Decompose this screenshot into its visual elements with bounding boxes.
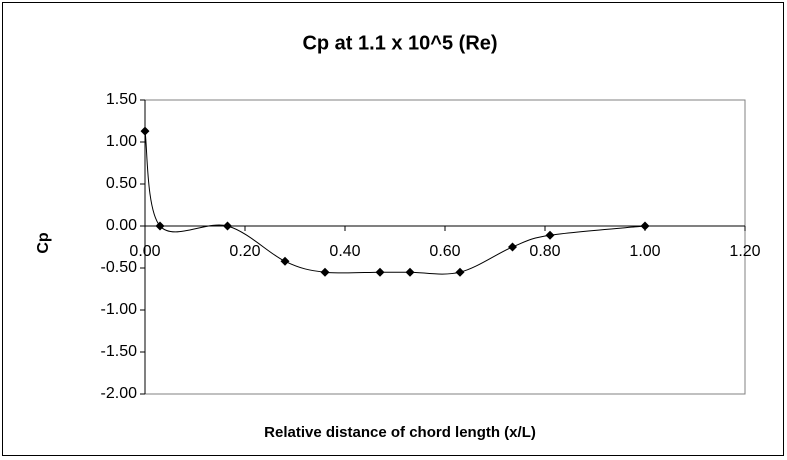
marker bbox=[508, 242, 517, 252]
marker bbox=[405, 267, 415, 277]
marker bbox=[140, 126, 150, 136]
marker bbox=[320, 267, 330, 277]
x-tick-label: 0.80 bbox=[529, 243, 560, 260]
marker bbox=[545, 230, 555, 240]
marker bbox=[375, 267, 385, 277]
x-tick-label: 0.60 bbox=[429, 243, 460, 260]
y-tick-label: -0.50 bbox=[101, 259, 138, 276]
marker bbox=[280, 256, 290, 266]
x-axis-label: Relative distance of chord length (x/L) bbox=[264, 424, 536, 441]
y-tick-label: -1.00 bbox=[101, 301, 138, 318]
marker bbox=[223, 221, 232, 231]
y-tick-label: -1.50 bbox=[101, 343, 138, 360]
marker bbox=[455, 267, 465, 277]
chart-title: Cp at 1.1 x 10^5 (Re) bbox=[302, 32, 497, 54]
y-tick-label: 1.00 bbox=[106, 133, 137, 150]
y-tick-label: 0.50 bbox=[106, 175, 137, 192]
marker bbox=[640, 221, 650, 231]
x-tick-label: 0.00 bbox=[129, 243, 160, 260]
x-tick-label: 1.00 bbox=[629, 243, 660, 260]
x-tick-label: 0.20 bbox=[229, 243, 260, 260]
marker bbox=[155, 221, 165, 231]
y-tick-label: 0.00 bbox=[106, 217, 137, 234]
series-line bbox=[144, 131, 646, 275]
y-tick-label: 1.50 bbox=[106, 91, 137, 108]
y-axis-label: Cp bbox=[35, 232, 52, 254]
y-tick-label: -2.00 bbox=[101, 385, 138, 402]
plot-area bbox=[144, 99, 746, 395]
x-tick-label: 0.40 bbox=[329, 243, 360, 260]
x-tick-label: 1.20 bbox=[729, 243, 760, 260]
